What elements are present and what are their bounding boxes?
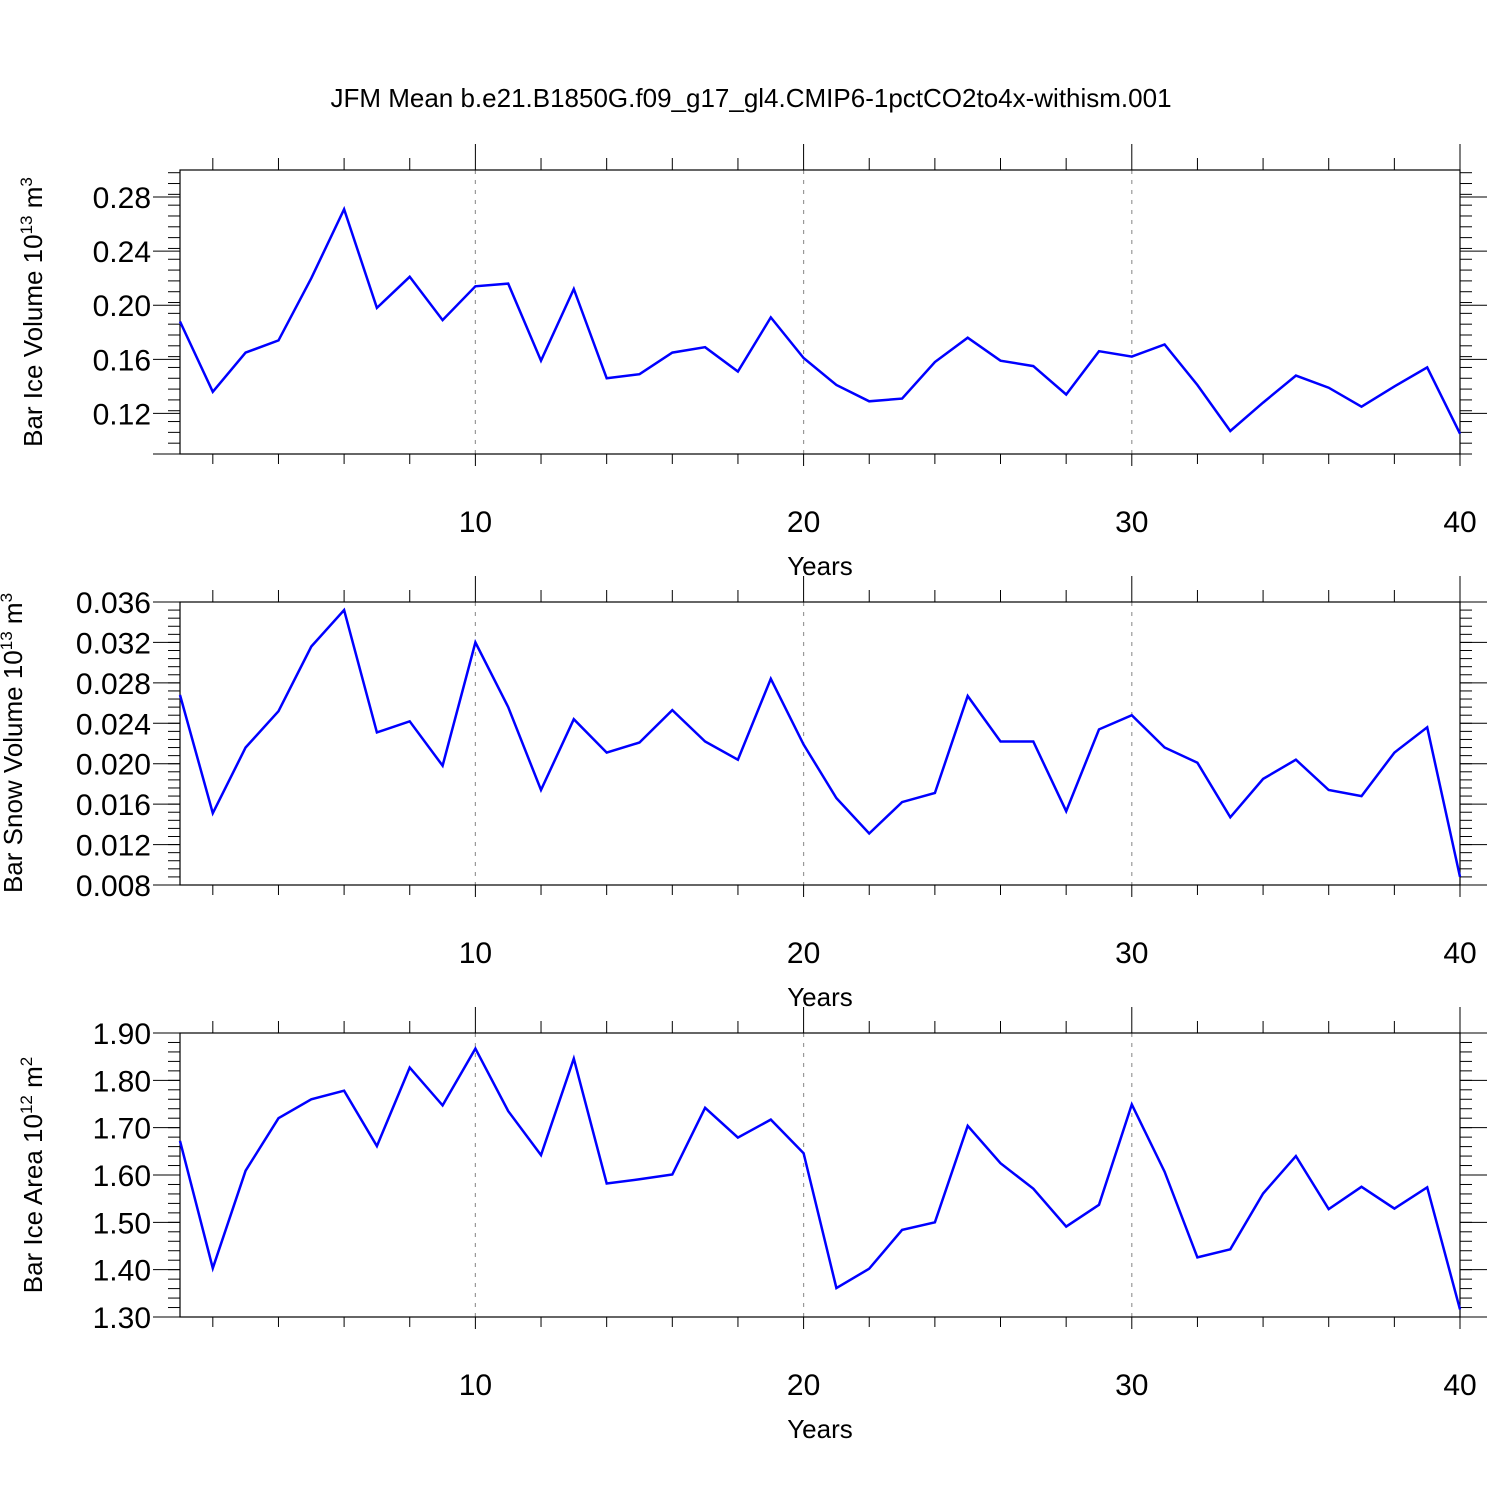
x-tick-label: 10 [459,506,492,539]
x-tick-label: 40 [1443,1369,1476,1402]
y-tick-label: 0.20 [93,290,151,323]
panel-ice-area: 1.30 1.40 1.50 1.60 1.70 1.80 1.90 10 20 30 40 Ye… [17,1007,1487,1444]
plot-frame [179,1032,1461,1318]
y-axis-title: Bar Ice Area 1012 m2 [17,1057,48,1294]
plot-frame [179,169,1461,455]
figure-title: JFM Mean b.e21.B1850G.f09_g17_gl4.CMIP6-… [330,83,1171,113]
x-tick-label: 10 [459,937,492,970]
y-tick-label: 0.036 [76,587,151,620]
x-tick-label: 10 [459,1369,492,1402]
y-tick-label: 0.008 [76,870,151,903]
y-axis-title-text: Bar Ice Volume 10 [18,234,48,446]
x-axis-title: Years [787,1414,853,1444]
y-tick-label: 1.80 [93,1065,151,1098]
y-tick-label: 0.016 [76,789,151,822]
y-tick-label: 1.30 [93,1302,151,1335]
y-tick-label: 0.028 [76,668,151,701]
x-tick-label: 20 [787,506,820,539]
x-axis-title: Years [787,982,853,1012]
x-tick-label: 40 [1443,937,1476,970]
y-tick-label: 1.50 [93,1207,151,1240]
y-tick-label: 0.24 [93,236,151,269]
y-axis-title-unit-exponent: 2 [17,1057,36,1066]
y-tick-label: 1.90 [93,1018,151,1051]
plot-frame [179,601,1461,886]
x-tick-label: 30 [1115,1369,1148,1402]
y-tick-label: 0.024 [76,708,151,741]
series-line-ice-volume [178,205,1462,435]
y-tick-label: 0.28 [93,182,151,215]
y-axis-title-text: Bar Snow Volume 10 [0,650,28,893]
y-axis-title-exponent: 13 [0,631,16,650]
panel-snow-volume: 0.008 0.012 0.016 0.020 0.024 0.028 0.032 0.036… [0,576,1487,1012]
y-axis-title-text: Bar Ice Area 10 [18,1114,48,1293]
y-axis-title-exponent: 12 [17,1095,36,1114]
y-axis-title-exponent: 13 [17,215,36,234]
y-tick-label: 1.40 [93,1255,151,1288]
y-axis-title-unit: m [0,602,28,631]
y-axis-title: Bar Snow Volume 1013 m3 [0,593,28,893]
series-line-snow-volume [178,607,1462,878]
x-tick-label: 20 [787,1369,820,1402]
y-tick-label: 1.60 [93,1160,151,1193]
y-tick-label: 0.032 [76,627,151,660]
series-line-ice-area [178,1046,1462,1310]
y-tick-label: 1.70 [93,1113,151,1146]
x-axis-title: Years [787,551,853,581]
x-tick-label: 30 [1115,937,1148,970]
y-axis-title-unit-exponent: 3 [0,593,16,602]
y-axis-title-unit: m [18,1066,48,1095]
x-tick-label: 20 [787,937,820,970]
y-tick-label: 0.12 [93,398,151,431]
y-tick-label: 0.020 [76,749,151,782]
x-tick-label: 30 [1115,506,1148,539]
panel-ice-volume: 0.12 0.16 0.20 0.24 0.28 10 20 30 40 Years Bar … [17,144,1487,581]
y-tick-label: 0.012 [76,830,151,863]
y-axis-title: Bar Ice Volume 1013 m3 [17,177,48,447]
x-tick-label: 40 [1443,506,1476,539]
y-axis-title-unit: m [18,187,48,216]
y-tick-label: 0.16 [93,344,151,377]
y-axis-title-unit-exponent: 3 [17,177,36,186]
